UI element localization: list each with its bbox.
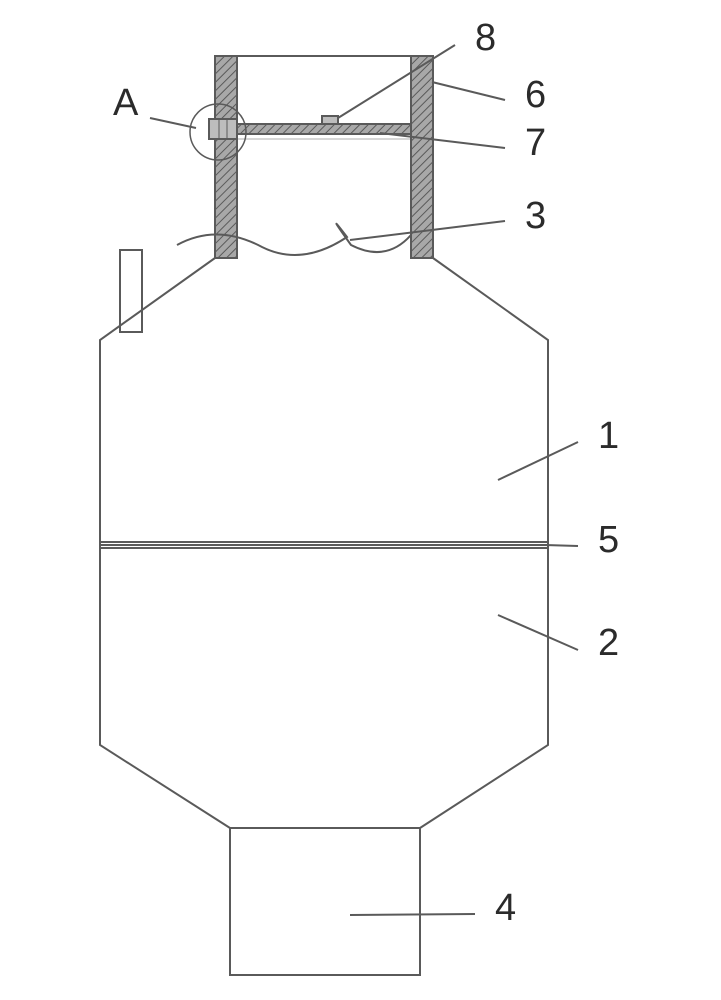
label-1: 1 [598, 415, 619, 457]
drawing-layer [100, 56, 548, 975]
label-8: 8 [475, 17, 496, 59]
bar-knob [322, 116, 338, 124]
label-7: 7 [525, 122, 546, 164]
leader-4 [350, 914, 475, 915]
hinge-block [209, 119, 237, 139]
label-3: 3 [525, 195, 546, 237]
label-5: 5 [598, 519, 619, 561]
neck-wall-right [411, 56, 433, 258]
left-stub-pipe [120, 250, 142, 332]
label-A: A [113, 82, 139, 124]
neck-wall-left [215, 56, 237, 258]
diagram-svg: 1 2 3 4 5 6 7 8 A [0, 0, 721, 1000]
base-outlet [230, 828, 420, 975]
label-6: 6 [525, 74, 546, 116]
leader-1 [498, 442, 578, 480]
lower-body [100, 545, 548, 828]
leader-A [150, 118, 196, 128]
label-2: 2 [598, 622, 619, 664]
leader-6 [432, 82, 505, 100]
leader-2 [498, 615, 578, 650]
cross-bar [237, 124, 411, 134]
labels-layer: 1 2 3 4 5 6 7 8 A [113, 17, 619, 929]
label-4: 4 [495, 887, 516, 929]
upper-body [100, 258, 548, 545]
leader-5 [545, 545, 578, 546]
tear-line [177, 224, 411, 255]
leader-7 [380, 133, 505, 148]
